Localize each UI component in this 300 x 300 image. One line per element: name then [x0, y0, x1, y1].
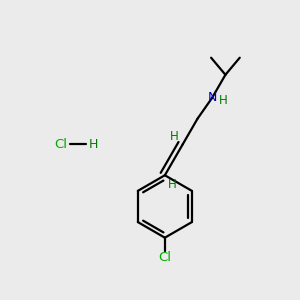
Text: H: H — [168, 178, 177, 191]
Text: Cl: Cl — [158, 251, 171, 264]
Text: N: N — [207, 92, 217, 104]
Text: H: H — [219, 94, 228, 107]
Text: H: H — [89, 138, 98, 151]
Text: H: H — [170, 130, 179, 143]
Text: Cl: Cl — [54, 138, 67, 151]
